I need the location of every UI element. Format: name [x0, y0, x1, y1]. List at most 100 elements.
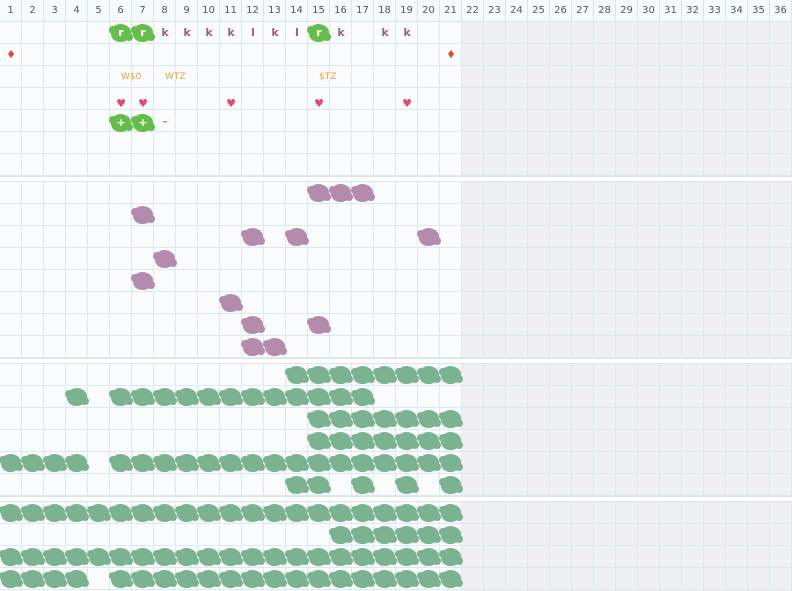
green-tile[interactable] — [109, 388, 133, 406]
green-tile[interactable] — [395, 548, 419, 566]
column-header-7[interactable]: 7 — [132, 0, 154, 22]
tile-letter-k[interactable]: k — [227, 26, 235, 39]
green-tile[interactable] — [21, 548, 45, 566]
green-tile[interactable] — [43, 504, 67, 522]
green-tile[interactable] — [65, 548, 89, 566]
green-tile[interactable] — [285, 548, 309, 566]
column-header-29[interactable]: 29 — [616, 0, 638, 22]
column-header-4[interactable]: 4 — [66, 0, 88, 22]
column-header-34[interactable]: 34 — [726, 0, 748, 22]
column-header-14[interactable]: 14 — [286, 0, 308, 22]
column-header-32[interactable]: 32 — [682, 0, 704, 22]
green-tile[interactable] — [417, 526, 441, 544]
green-tile[interactable] — [351, 548, 375, 566]
green-tile[interactable] — [65, 570, 89, 588]
column-header-30[interactable]: 30 — [638, 0, 660, 22]
column-header-6[interactable]: 6 — [110, 0, 132, 22]
green-tile[interactable] — [351, 570, 375, 588]
green-tile[interactable] — [153, 504, 177, 522]
green-tile[interactable] — [219, 570, 243, 588]
green-tile[interactable] — [417, 454, 441, 472]
column-header-9[interactable]: 9 — [176, 0, 198, 22]
green-tile[interactable] — [109, 454, 133, 472]
column-header-21[interactable]: 21 — [440, 0, 462, 22]
green-tile[interactable] — [43, 570, 67, 588]
column-header-28[interactable]: 28 — [594, 0, 616, 22]
tile-letter-l[interactable]: l — [251, 26, 255, 39]
mauve-tile[interactable] — [131, 272, 155, 290]
green-tile[interactable] — [307, 548, 331, 566]
plus-tile[interactable] — [131, 114, 155, 132]
green-tile[interactable] — [43, 548, 67, 566]
green-tile[interactable] — [263, 388, 287, 406]
column-header-26[interactable]: 26 — [550, 0, 572, 22]
green-tile[interactable] — [87, 504, 111, 522]
green-tile[interactable] — [219, 454, 243, 472]
green-tile[interactable] — [439, 410, 463, 428]
green-tile[interactable] — [395, 366, 419, 384]
green-tile[interactable] — [153, 548, 177, 566]
plus-tile[interactable] — [109, 114, 133, 132]
green-tile[interactable] — [21, 504, 45, 522]
green-tile[interactable] — [329, 504, 353, 522]
column-header-18[interactable]: 18 — [374, 0, 396, 22]
green-tile[interactable] — [351, 410, 375, 428]
green-tile[interactable] — [439, 526, 463, 544]
green-tile[interactable] — [285, 570, 309, 588]
green-tile[interactable] — [0, 504, 23, 522]
mauve-tile[interactable] — [285, 228, 309, 246]
mauve-tile[interactable] — [329, 184, 353, 202]
green-tile[interactable] — [263, 504, 287, 522]
green-tile[interactable] — [175, 548, 199, 566]
green-tile[interactable] — [43, 454, 67, 472]
green-tile[interactable] — [65, 504, 89, 522]
green-tile[interactable] — [285, 476, 309, 494]
green-tile[interactable] — [0, 570, 23, 588]
column-header-24[interactable]: 24 — [506, 0, 528, 22]
green-tile[interactable] — [153, 388, 177, 406]
green-tile[interactable] — [241, 388, 265, 406]
green-tile[interactable] — [351, 388, 375, 406]
green-tile[interactable] — [329, 388, 353, 406]
tile-letter-k[interactable]: k — [205, 26, 213, 39]
green-tile[interactable] — [417, 570, 441, 588]
green-tile[interactable] — [329, 454, 353, 472]
green-tile[interactable] — [109, 548, 133, 566]
green-tile[interactable] — [439, 548, 463, 566]
green-tile[interactable] — [87, 548, 111, 566]
column-header-25[interactable]: 25 — [528, 0, 550, 22]
green-tile[interactable] — [0, 548, 23, 566]
green-tile[interactable] — [285, 504, 309, 522]
green-tile[interactable] — [373, 504, 397, 522]
green-tile[interactable] — [329, 366, 353, 384]
green-tile[interactable] — [351, 432, 375, 450]
mauve-tile[interactable] — [219, 294, 243, 312]
green-tile[interactable] — [417, 504, 441, 522]
column-header-33[interactable]: 33 — [704, 0, 726, 22]
green-tile[interactable] — [175, 570, 199, 588]
green-tile[interactable] — [21, 454, 45, 472]
green-tile[interactable] — [175, 504, 199, 522]
column-header-35[interactable]: 35 — [748, 0, 770, 22]
green-tile[interactable] — [131, 504, 155, 522]
green-tile[interactable] — [307, 366, 331, 384]
tile-letter-k[interactable]: k — [161, 26, 169, 39]
column-header-36[interactable]: 36 — [770, 0, 792, 22]
green-tile[interactable] — [439, 570, 463, 588]
green-tile[interactable] — [241, 454, 265, 472]
green-tile[interactable] — [329, 432, 353, 450]
green-tile[interactable] — [351, 504, 375, 522]
column-header-3[interactable]: 3 — [44, 0, 66, 22]
green-tile[interactable] — [351, 454, 375, 472]
green-tile[interactable] — [307, 504, 331, 522]
green-tile[interactable] — [373, 366, 397, 384]
green-tile[interactable] — [197, 454, 221, 472]
column-header-10[interactable]: 10 — [198, 0, 220, 22]
green-tile[interactable] — [241, 504, 265, 522]
tile-r-lime[interactable] — [307, 24, 331, 42]
mauve-tile[interactable] — [307, 316, 331, 334]
column-header-12[interactable]: 12 — [242, 0, 264, 22]
green-tile[interactable] — [263, 548, 287, 566]
green-tile[interactable] — [395, 454, 419, 472]
mauve-tile[interactable] — [241, 338, 265, 356]
